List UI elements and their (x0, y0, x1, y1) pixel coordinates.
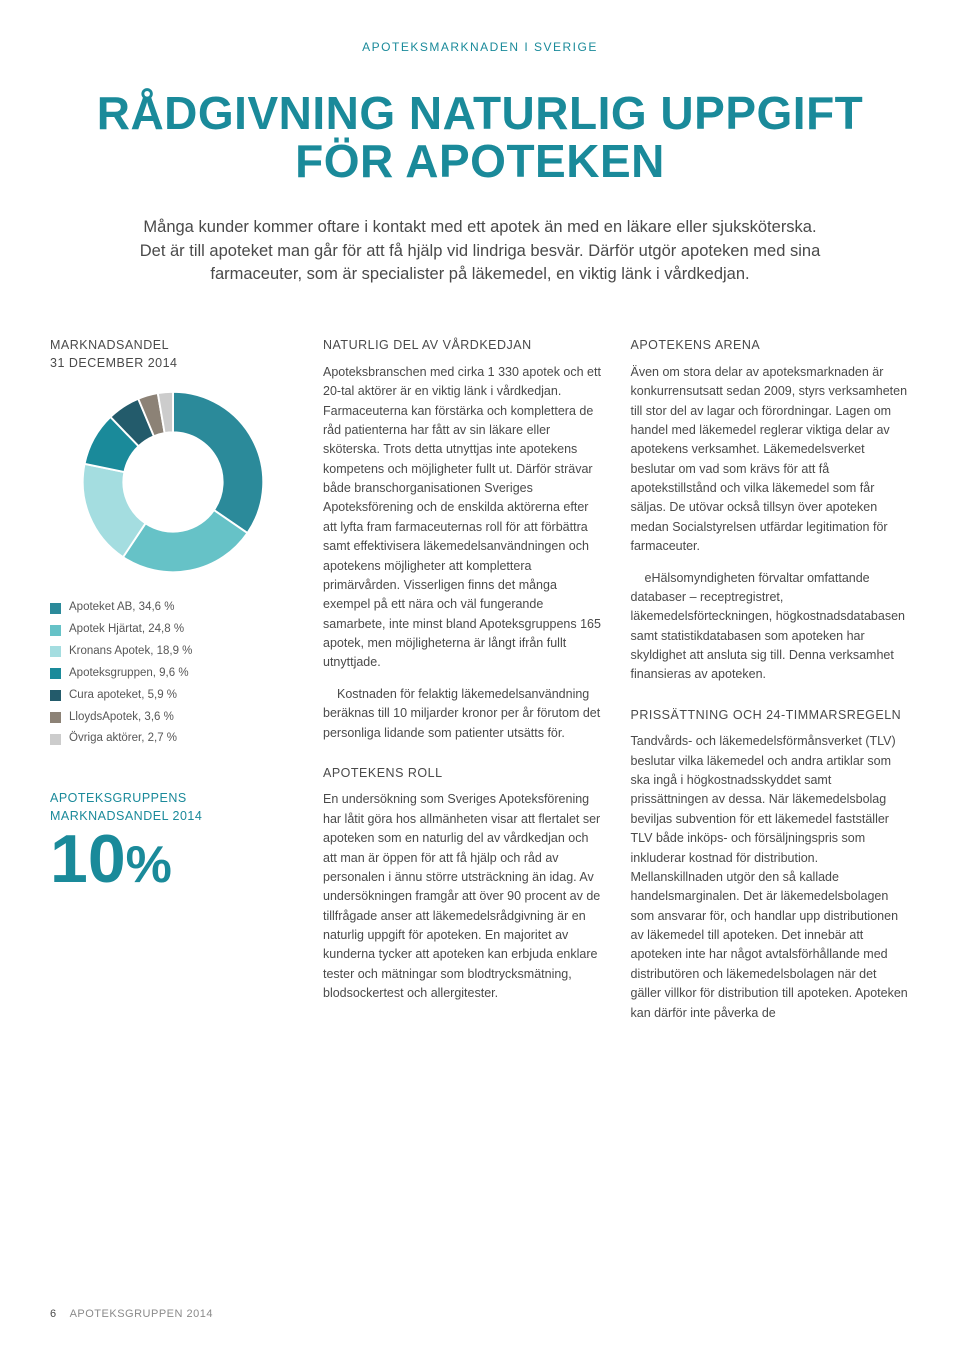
legend-item: Apoteket AB, 34,6 % (50, 597, 295, 619)
stat-block: APOTEKSGRUPPENS MARKNADSANDEL 2014 10% (50, 790, 295, 893)
legend-swatch (50, 668, 61, 679)
legend-swatch (50, 690, 61, 701)
legend-label: Apoteket AB, 34,6 % (69, 597, 175, 619)
legend-item: Apotek Hjärtat, 24,8 % (50, 619, 295, 641)
columns-container: MARKNADSANDEL31 DECEMBER 2014 Apoteket A… (50, 337, 910, 1035)
section-heading: PRISSÄTTNING OCH 24-TIMMARS­REGELN (631, 707, 911, 725)
legend-swatch (50, 625, 61, 636)
page-title: RÅDGIVNING NATURLIG UPPGIFT FÖR APOTEKEN (50, 89, 910, 186)
left-column: MARKNADSANDEL31 DECEMBER 2014 Apoteket A… (50, 337, 295, 1035)
legend-item: LloydsApotek, 3,6 % (50, 707, 295, 729)
legend-swatch (50, 646, 61, 657)
section-heading: APOTEKENS ROLL (323, 765, 603, 783)
stat-label: APOTEKSGRUPPENS MARKNADSANDEL 2014 (50, 790, 295, 825)
body-paragraph: Även om stora delar av apoteksmarknaden … (631, 363, 911, 557)
header-label: APOTEKSMARKNADEN I SVERIGE (50, 40, 910, 54)
legend-label: Apoteksgruppen, 9,6 % (69, 663, 189, 685)
page-footer: 6 APOTEKSGRUPPEN 2014 (50, 1308, 213, 1320)
intro-paragraph: Många kunder kommer oftare i kontakt med… (130, 216, 830, 288)
chart-title: MARKNADSANDEL31 DECEMBER 2014 (50, 337, 295, 372)
legend-item: Övriga aktörer, 2,7 % (50, 728, 295, 750)
legend-swatch (50, 712, 61, 723)
body-paragraph: Tandvårds- och läkemedelsförmånsverket (… (631, 732, 911, 1023)
legend-item: Apoteksgruppen, 9,6 % (50, 663, 295, 685)
legend-label: Apotek Hjärtat, 24,8 % (69, 619, 184, 641)
stat-number: 10 (50, 821, 126, 897)
legend-item: Kronans Apotek, 18,9 % (50, 641, 295, 663)
stat-unit: % (126, 836, 172, 894)
body-paragraph: Apoteksbranschen med cirka 1 330 apotek … (323, 363, 603, 673)
chart-legend: Apoteket AB, 34,6 %Apotek Hjärtat, 24,8 … (50, 597, 295, 750)
section-heading: NATURLIG DEL AV VÅRDKEDJAN (323, 337, 603, 355)
right-column: APOTEKENS ARENA Även om stora delar av a… (631, 337, 911, 1035)
body-paragraph: eHälsomyndigheten förvaltar omfattande d… (631, 569, 911, 685)
marketshare-donut-chart (78, 387, 268, 577)
legend-label: Övriga aktörer, 2,7 % (69, 728, 177, 750)
legend-label: LloydsApotek, 3,6 % (69, 707, 174, 729)
body-paragraph: En undersökning som Sveriges Apoteksföre… (323, 790, 603, 1003)
section-heading: APOTEKENS ARENA (631, 337, 911, 355)
stat-value: 10% (50, 825, 295, 893)
legend-swatch (50, 603, 61, 614)
legend-item: Cura apoteket, 5,9 % (50, 685, 295, 707)
body-paragraph: Kostnaden för felaktig läkemedelsanvändn… (323, 685, 603, 743)
legend-label: Kronans Apotek, 18,9 % (69, 641, 192, 663)
legend-label: Cura apoteket, 5,9 % (69, 685, 177, 707)
legend-swatch (50, 734, 61, 745)
footer-text: APOTEKSGRUPPEN 2014 (70, 1308, 213, 1320)
middle-column: NATURLIG DEL AV VÅRDKEDJAN Apoteksbransc… (323, 337, 603, 1035)
page-number: 6 (50, 1308, 57, 1320)
